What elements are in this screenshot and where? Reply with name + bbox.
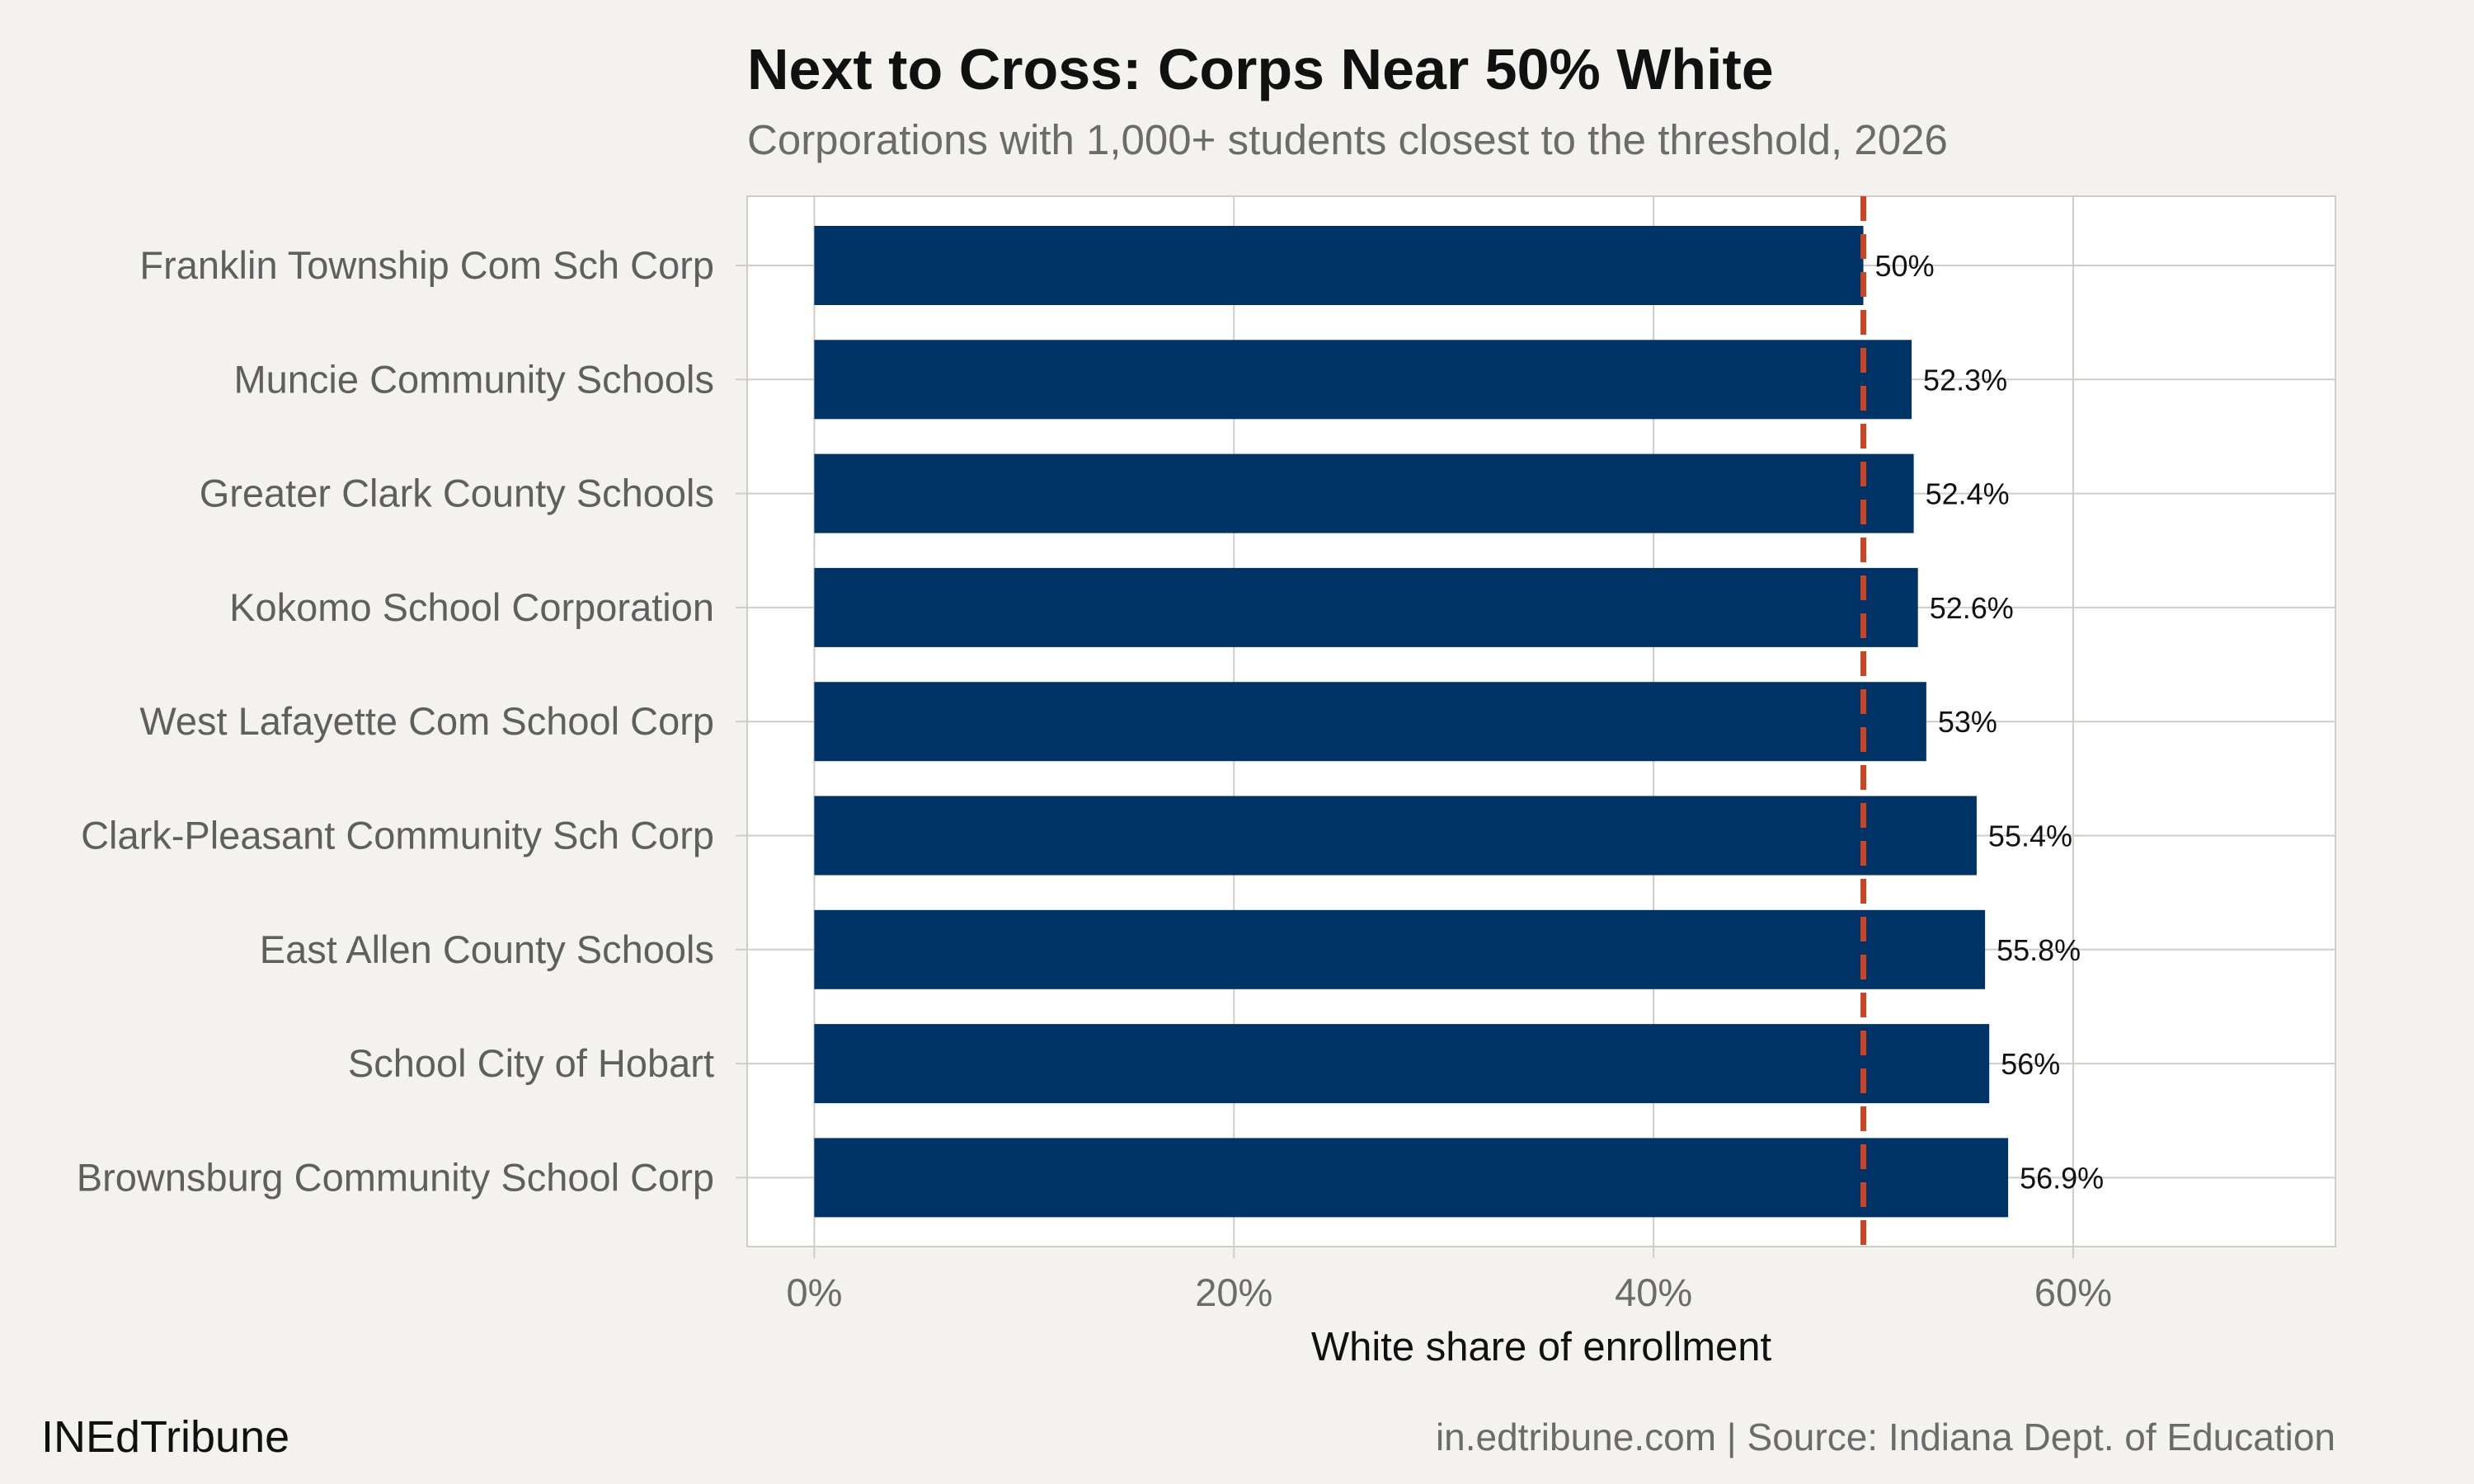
category-label: Clark-Pleasant Community Sch Corp: [81, 814, 714, 857]
bar-value-label: 53%: [1938, 705, 1997, 739]
x-tick-label: 20%: [1195, 1270, 1272, 1314]
category-label: Muncie Community Schools: [234, 357, 715, 401]
category-label: Franklin Township Com Sch Corp: [139, 243, 714, 287]
category-label: School City of Hobart: [348, 1041, 714, 1085]
bar-value-label: 52.4%: [1926, 477, 2010, 511]
bar-value-label: 52.3%: [1923, 363, 2007, 397]
bar-value-label: 50%: [1875, 249, 1935, 283]
bar-value-label: 52.6%: [1930, 591, 2014, 625]
category-label: West Lafayette Com School Corp: [139, 699, 714, 743]
x-tick-label: 60%: [2034, 1270, 2112, 1314]
bar: [814, 796, 1977, 876]
category-label: Kokomo School Corporation: [229, 585, 714, 629]
source-credit: in.edtribune.com | Source: Indiana Dept.…: [1435, 1416, 2335, 1458]
bar-value-label: 56%: [2001, 1047, 2060, 1081]
bar: [814, 909, 1986, 989]
chart-title: Next to Cross: Corps Near 50% White: [747, 37, 1774, 101]
category-label: East Allen County Schools: [260, 928, 714, 971]
bar: [814, 682, 1926, 762]
bar: [814, 1138, 2009, 1218]
bar: [814, 1024, 1990, 1104]
category-label: Greater Clark County Schools: [200, 472, 714, 515]
brand-logo-text: INEdTribune: [41, 1412, 290, 1462]
bar-value-label: 55.4%: [1988, 819, 2072, 853]
bar: [814, 453, 1914, 533]
chart-subtitle: Corporations with 1,000+ students closes…: [747, 116, 1948, 163]
x-axis-title: White share of enrollment: [1311, 1325, 1772, 1369]
bar: [814, 567, 1918, 647]
bar-value-label: 56.9%: [2020, 1161, 2104, 1195]
bar: [814, 226, 1864, 305]
x-tick-label: 40%: [1615, 1270, 1692, 1314]
bar: [814, 340, 1912, 420]
bar-value-label: 55.8%: [1997, 933, 2081, 967]
category-label: Brownsburg Community School Corp: [77, 1155, 714, 1199]
x-tick-label: 0%: [786, 1270, 842, 1314]
